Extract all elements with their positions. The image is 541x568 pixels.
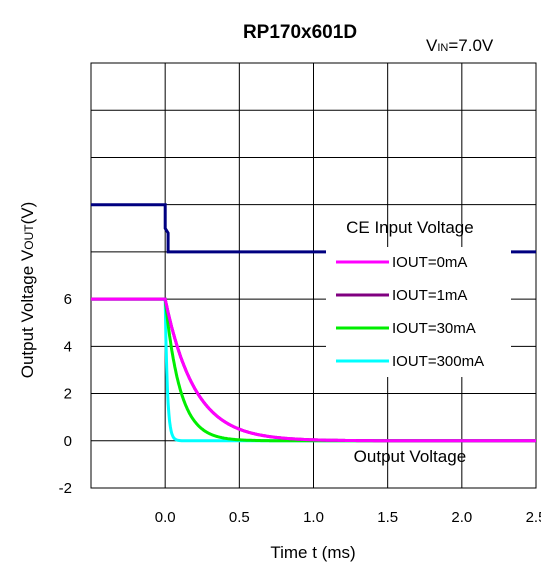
y-tick-labels: -2 0 2 4 6 [59, 291, 72, 497]
y-tick-label: -2 [59, 480, 72, 497]
legend-label: IOUT=1mA [392, 287, 467, 304]
legend-label: IOUT=30mA [392, 320, 476, 337]
ce-input-voltage-line [91, 203, 536, 254]
annotation-label: CE Input Voltage [346, 218, 474, 237]
plot-frame [90, 62, 537, 489]
x-tick-label: 0.0 [155, 509, 176, 526]
x-tick-label: 1.5 [377, 509, 398, 526]
y-tick-label: 0 [64, 433, 72, 450]
x-tick-label: 2.0 [451, 509, 472, 526]
y-tick-label: 4 [64, 338, 72, 355]
x-tick-labels: 0.0 0.5 1.0 1.5 2.0 2.5 [155, 509, 541, 526]
legend-background [326, 247, 511, 377]
ce-input-voltage-series [91, 203, 536, 254]
x-tick-label: 2.5 [526, 509, 541, 526]
legend-label: IOUT=0mA [392, 254, 467, 271]
x-tick-label: 1.0 [303, 509, 324, 526]
y-tick-label: 2 [64, 386, 72, 403]
y-axis-label: Output Voltage VOUT(V) [18, 202, 37, 379]
legend: IOUT=0mA IOUT=1mA IOUT=30mA IOUT=300mA [326, 247, 511, 377]
y-tick-label: 6 [64, 291, 72, 308]
legend-label: IOUT=300mA [392, 353, 484, 370]
x-tick-label: 0.5 [229, 509, 250, 526]
condition-label: VIN=7.0V [426, 36, 494, 55]
x-axis-label: Time t (ms) [270, 543, 355, 562]
annotation-label: Output Voltage [354, 447, 466, 466]
annotations: CE Input Voltage Output Voltage [346, 218, 474, 466]
output-voltage-series [91, 297, 536, 443]
series-line [91, 297, 536, 443]
chart-title: RP170x601D [243, 22, 357, 43]
